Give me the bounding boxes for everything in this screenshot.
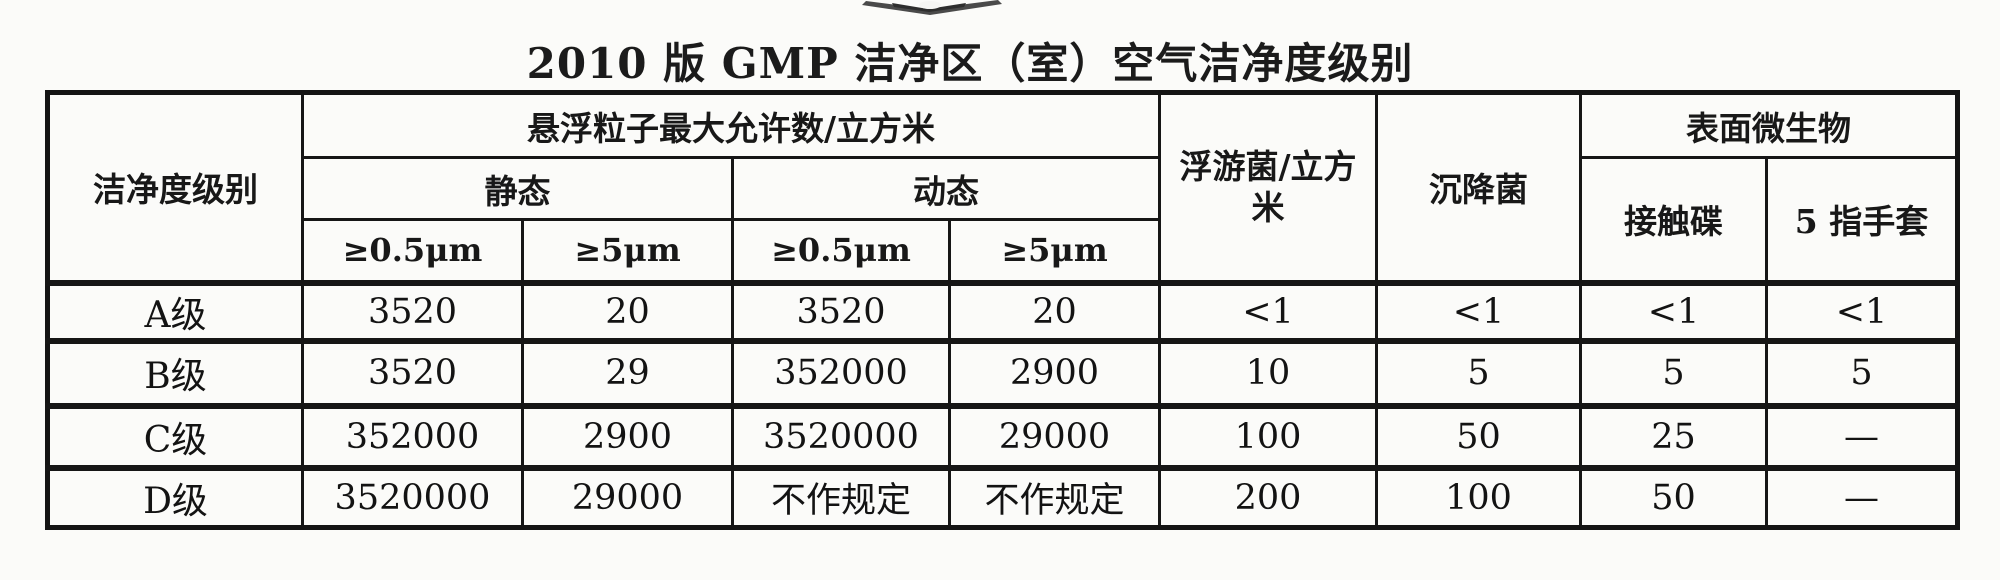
table-row-grade-d: D级 3520000 29000 不作规定 不作规定 200 100 50 — xyxy=(46,464,1959,529)
hdr-size-static-05: ≥0.5μm xyxy=(301,218,524,284)
cell-static-05: 3520 xyxy=(301,337,524,407)
hdr-airborne-bacteria: 浮游菌/立方米 xyxy=(1158,91,1378,284)
cell-static-05: 352000 xyxy=(301,402,524,469)
cell-level: B级 xyxy=(46,337,304,407)
cell-contact-plate: 50 xyxy=(1579,464,1768,529)
cell-airborne: 100 xyxy=(1158,402,1378,469)
cell-glove: — xyxy=(1765,464,1959,529)
cell-dynamic-5: 29000 xyxy=(948,402,1161,469)
table-row-grade-b: B级 3520 29 352000 2900 10 5 5 5 xyxy=(46,337,1959,407)
hdr-airborne-bacteria-label: 浮游菌/立方米 xyxy=(1179,147,1357,228)
header-row-2: 静态 动态 接触碟 5 指手套 xyxy=(48,156,1959,284)
cell-contact-plate: <1 xyxy=(1579,279,1768,342)
cell-dynamic-5: 20 xyxy=(948,279,1161,342)
cell-dynamic-05: 3520 xyxy=(731,279,951,342)
hdr-glove: 5 指手套 xyxy=(1765,156,1959,284)
hdr-particles-group: 悬浮粒子最大允许数/立方米 xyxy=(301,91,1161,159)
cell-settling: 50 xyxy=(1375,402,1582,469)
header-row-3: ≥0.5μm ≥5μm ≥0.5μm ≥5μm xyxy=(48,218,1958,284)
cell-settling: <1 xyxy=(1375,279,1582,342)
cell-level: C级 xyxy=(46,402,304,469)
cell-static-5: 29000 xyxy=(521,464,734,529)
hdr-dynamic: 动态 xyxy=(731,156,1161,221)
emblem-fragment-icon xyxy=(862,0,1002,15)
cell-static-05: 3520000 xyxy=(301,464,524,529)
cell-settling: 5 xyxy=(1375,337,1582,407)
cell-level: A级 xyxy=(46,279,304,342)
cell-contact-plate: 25 xyxy=(1579,402,1768,469)
cell-contact-plate: 5 xyxy=(1579,337,1768,407)
cell-dynamic-05: 3520000 xyxy=(731,402,951,469)
hdr-surface-microbes-group: 表面微生物 xyxy=(1579,91,1959,159)
cell-dynamic-5: 2900 xyxy=(948,337,1161,407)
hdr-static: 静态 xyxy=(301,156,734,221)
hdr-size-dynamic-5: ≥5μm xyxy=(948,218,1161,284)
cell-static-5: 2900 xyxy=(521,402,734,469)
cell-static-05: 3520 xyxy=(301,279,524,342)
cell-airborne: 10 xyxy=(1158,337,1378,407)
cell-dynamic-05: 不作规定 xyxy=(731,464,951,529)
page-title: 2010 版 GMP 洁净区（室）空气洁净度级别 xyxy=(526,39,1414,88)
cell-airborne: <1 xyxy=(1158,279,1378,342)
hdr-size-dynamic-05: ≥0.5μm xyxy=(731,218,951,284)
hdr-cleanliness-level: 洁净度级别 xyxy=(46,91,304,284)
cell-dynamic-5: 不作规定 xyxy=(948,464,1161,529)
cell-airborne: 200 xyxy=(1158,464,1378,529)
cell-static-5: 29 xyxy=(521,337,734,407)
hdr-size-static-5: ≥5μm xyxy=(521,218,734,284)
table-row-grade-c: C级 352000 2900 3520000 29000 100 50 25 — xyxy=(46,402,1959,469)
cell-glove: — xyxy=(1765,402,1959,469)
cell-settling: 100 xyxy=(1375,464,1582,529)
cell-glove: 5 xyxy=(1765,337,1959,407)
cell-level: D级 xyxy=(46,464,304,529)
cell-static-5: 20 xyxy=(521,279,734,342)
cell-dynamic-05: 352000 xyxy=(731,337,951,407)
gmp-cleanliness-table: 洁净度级别 悬浮粒子最大允许数/立方米 浮游菌/立方米 沉降菌 表面微生物 静态… xyxy=(45,90,1960,530)
cell-glove: <1 xyxy=(1765,279,1959,342)
table-row-grade-a: A级 3520 20 3520 20 <1 <1 <1 <1 xyxy=(46,279,1959,342)
hdr-settling-bacteria: 沉降菌 xyxy=(1375,91,1582,284)
hdr-contact-plate: 接触碟 xyxy=(1579,156,1768,284)
header-row-1: 洁净度级别 悬浮粒子最大允许数/立方米 浮游菌/立方米 沉降菌 表面微生物 xyxy=(46,91,1959,284)
